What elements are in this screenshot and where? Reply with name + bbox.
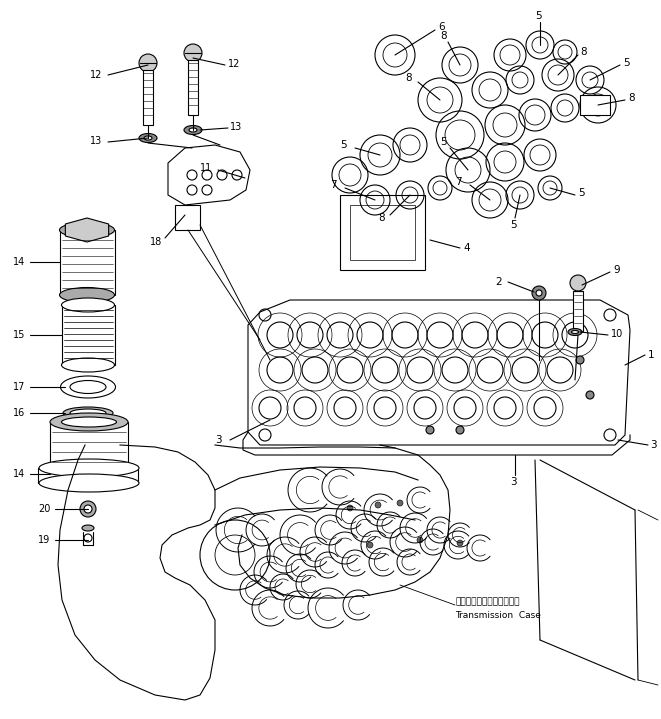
Text: 14: 14	[13, 469, 25, 479]
Ellipse shape	[572, 331, 578, 334]
Ellipse shape	[70, 409, 106, 417]
Text: 8: 8	[628, 93, 635, 103]
Ellipse shape	[82, 525, 94, 531]
Polygon shape	[60, 230, 115, 295]
Ellipse shape	[50, 413, 128, 431]
Text: 12: 12	[90, 70, 102, 80]
Polygon shape	[168, 145, 250, 205]
Text: 12: 12	[228, 59, 241, 69]
Text: 1: 1	[648, 350, 654, 360]
Circle shape	[536, 290, 542, 296]
Text: 8: 8	[405, 73, 412, 83]
Ellipse shape	[39, 459, 139, 477]
Text: 5: 5	[440, 137, 447, 147]
Circle shape	[397, 500, 403, 506]
Circle shape	[426, 426, 434, 434]
Text: 14: 14	[13, 257, 25, 267]
Text: トランスミッションケース: トランスミッションケース	[455, 597, 520, 607]
Circle shape	[375, 502, 381, 508]
Bar	[38, 468, 138, 483]
Text: Transmission  Case: Transmission Case	[455, 610, 541, 620]
Ellipse shape	[61, 376, 116, 398]
Ellipse shape	[63, 407, 113, 419]
Circle shape	[367, 542, 373, 548]
Text: 15: 15	[13, 330, 25, 340]
Bar	[573, 291, 583, 331]
Text: 3: 3	[510, 477, 517, 487]
Ellipse shape	[139, 134, 157, 142]
Text: 5: 5	[535, 11, 541, 21]
Text: 16: 16	[13, 408, 25, 418]
Circle shape	[576, 356, 584, 364]
Polygon shape	[175, 205, 200, 230]
Text: 3: 3	[650, 440, 656, 450]
Text: 8: 8	[378, 213, 385, 223]
Text: 10: 10	[611, 329, 623, 339]
Circle shape	[457, 540, 463, 546]
Text: 11: 11	[200, 163, 212, 173]
Text: 6: 6	[438, 22, 445, 32]
Ellipse shape	[61, 417, 116, 427]
Ellipse shape	[50, 465, 128, 483]
Text: 5: 5	[623, 58, 630, 68]
Ellipse shape	[59, 288, 114, 303]
Text: 18: 18	[150, 237, 162, 247]
Ellipse shape	[61, 358, 114, 372]
Bar	[580, 95, 610, 115]
Text: 8: 8	[440, 31, 447, 41]
Ellipse shape	[144, 136, 152, 140]
Bar	[50, 422, 128, 474]
Circle shape	[586, 391, 594, 399]
Bar	[62, 305, 115, 365]
Circle shape	[139, 54, 157, 72]
Text: 5: 5	[510, 220, 517, 230]
Text: 2: 2	[495, 277, 502, 287]
Text: 17: 17	[13, 382, 25, 392]
Text: 4: 4	[463, 243, 469, 253]
Text: 3: 3	[215, 435, 221, 445]
Text: 5: 5	[340, 140, 346, 150]
Circle shape	[80, 501, 96, 517]
Circle shape	[347, 505, 353, 511]
Ellipse shape	[70, 380, 106, 393]
Circle shape	[456, 426, 464, 434]
Text: 7: 7	[330, 180, 336, 190]
Text: 7: 7	[455, 177, 461, 187]
Polygon shape	[248, 300, 630, 445]
Polygon shape	[340, 195, 425, 270]
Ellipse shape	[39, 474, 139, 492]
Ellipse shape	[189, 128, 197, 132]
Ellipse shape	[59, 222, 114, 237]
Circle shape	[532, 286, 546, 300]
Text: 9: 9	[613, 265, 619, 275]
Circle shape	[184, 44, 202, 62]
Text: 19: 19	[38, 535, 50, 545]
Ellipse shape	[61, 298, 114, 312]
Polygon shape	[65, 218, 108, 242]
Ellipse shape	[184, 126, 202, 134]
Text: 20: 20	[38, 504, 50, 514]
Text: 5: 5	[578, 188, 584, 198]
Bar	[143, 70, 153, 125]
Circle shape	[417, 537, 423, 543]
Text: 13: 13	[230, 122, 242, 132]
Ellipse shape	[568, 329, 582, 336]
Bar	[188, 60, 198, 115]
Circle shape	[84, 505, 92, 513]
Text: 13: 13	[90, 136, 102, 146]
Text: 8: 8	[580, 47, 586, 57]
Circle shape	[570, 275, 586, 291]
